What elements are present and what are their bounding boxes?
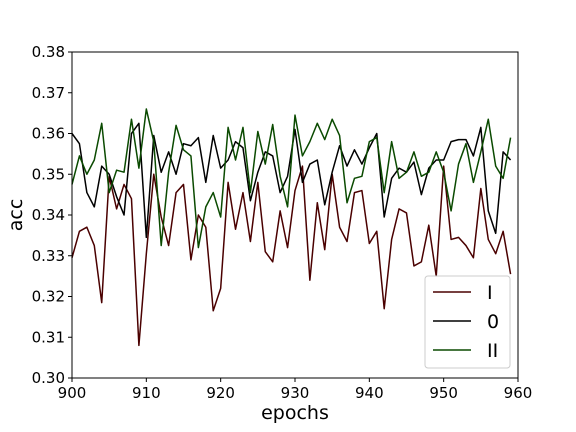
y-tick-label: 0.37 <box>32 84 65 102</box>
y-tick-label: 0.32 <box>32 288 65 306</box>
legend-label-2: II <box>487 340 498 362</box>
y-tick-label: 0.34 <box>32 206 65 224</box>
y-axis-label: acc <box>5 199 27 232</box>
x-tick-label: 960 <box>504 384 533 402</box>
series-layer <box>71 108 512 347</box>
y-tick-label: 0.38 <box>32 43 65 61</box>
x-tick-label: 900 <box>58 384 87 402</box>
x-axis-label: epochs <box>261 402 329 424</box>
x-tick-label: 910 <box>132 384 161 402</box>
legend-label-1: 0 <box>487 311 499 333</box>
y-tick-label: 0.30 <box>32 369 65 387</box>
x-tick-label: 940 <box>355 384 384 402</box>
x-axis: 900 910 920 930 940 950 960 <box>58 378 533 402</box>
y-tick-label: 0.35 <box>32 165 65 183</box>
x-tick-label: 920 <box>206 384 235 402</box>
legend-box <box>424 275 511 369</box>
legend: I 0 II <box>424 275 511 369</box>
y-tick-label: 0.31 <box>32 328 65 346</box>
x-tick-label: 930 <box>281 384 310 402</box>
legend-label-0: I <box>487 282 493 304</box>
y-axis: 0.30 0.31 0.32 0.33 0.34 0.35 0.36 0.37 0.38 <box>32 43 72 387</box>
series-line-0 <box>71 165 512 347</box>
x-tick-label: 950 <box>429 384 458 402</box>
series-line-2 <box>71 108 512 249</box>
y-tick-label: 0.36 <box>32 125 65 143</box>
y-tick-label: 0.33 <box>32 247 65 265</box>
